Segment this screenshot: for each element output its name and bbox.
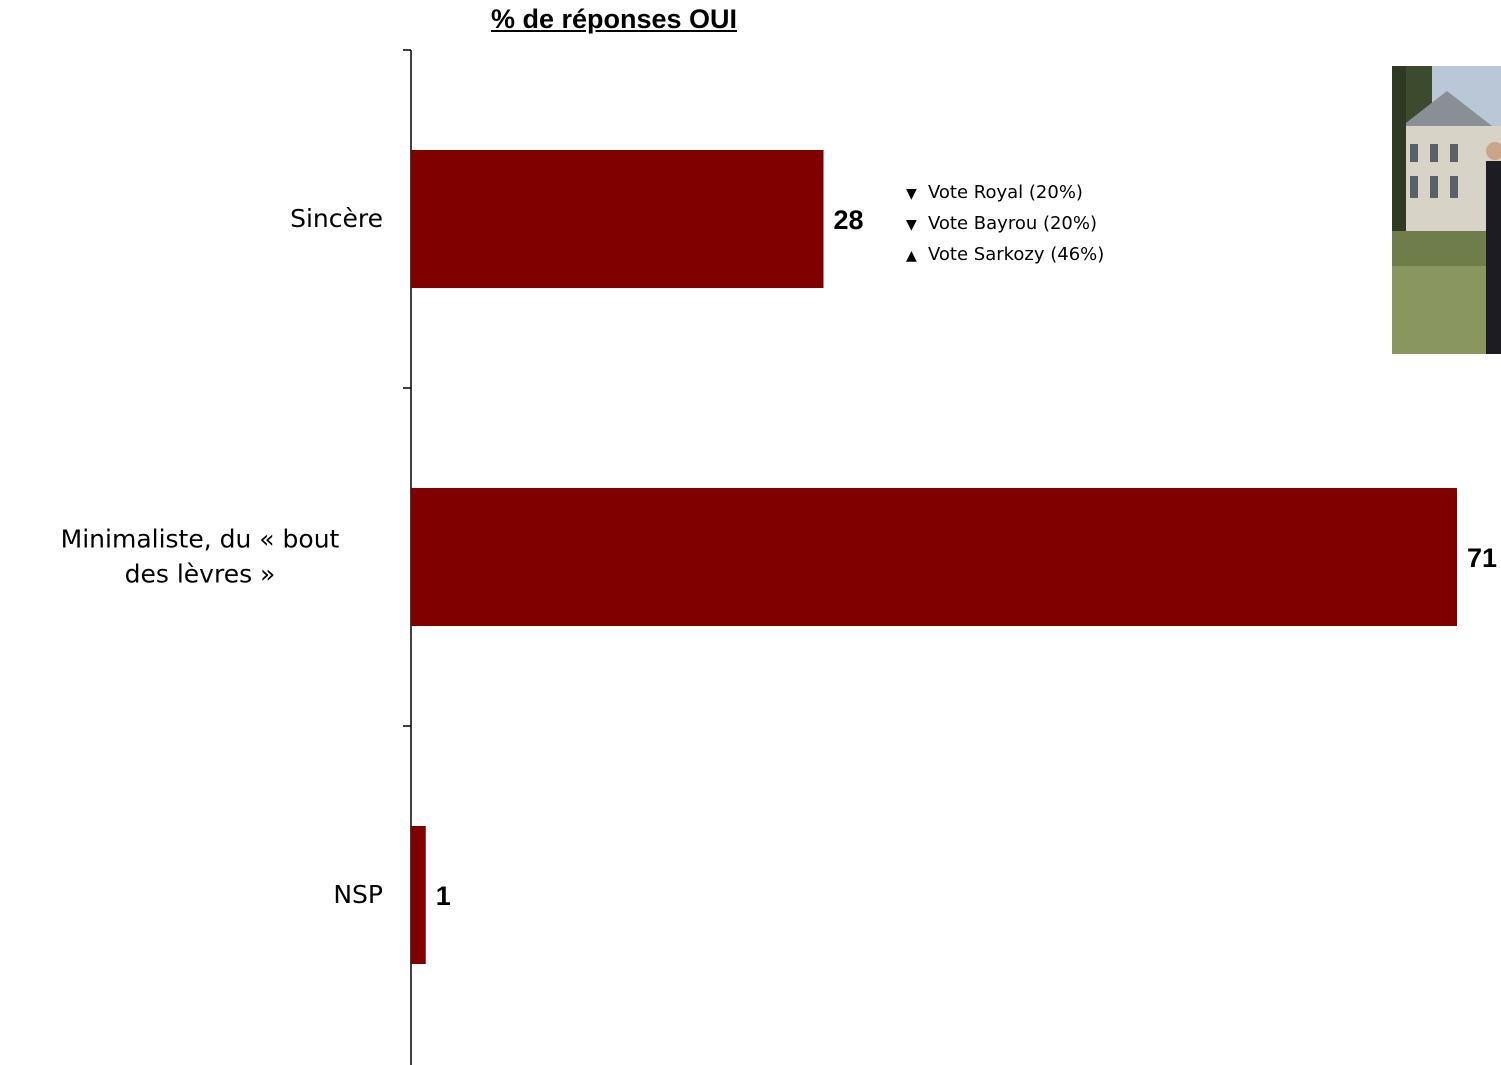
- triangle-down-icon: ▼: [906, 186, 917, 202]
- annotation-item: ▲ Vote Sarkozy (46%): [906, 240, 1104, 271]
- bar-value-label: 28: [834, 205, 864, 235]
- category-label: NSP: [333, 880, 383, 909]
- labels-layer: 28 Sincère 71 Minimaliste, du « bout des lèv…: [61, 204, 1497, 911]
- vote-breakdown-annotation: ▼ Vote Royal (20%) ▼ Vote Bayrou (20%) ▲ Vo…: [906, 178, 1104, 271]
- annotation-item: ▼ Vote Royal (20%): [906, 178, 1104, 209]
- annotation-item: ▼ Vote Bayrou (20%): [906, 209, 1104, 240]
- category-label-line: NSP: [333, 880, 383, 909]
- bar: [411, 150, 824, 288]
- annotation-item-text: Vote Royal (20%): [928, 182, 1083, 203]
- triangle-down-icon: ▼: [906, 217, 917, 233]
- category-label: Minimaliste, du « bout des lèvres »: [61, 525, 340, 589]
- bar: [411, 826, 426, 964]
- bar-value-label: 1: [436, 881, 451, 911]
- annotation-item-text: Vote Bayrou (20%): [928, 213, 1098, 234]
- bar-value-label: 71: [1467, 543, 1497, 573]
- category-label: Sincère: [290, 204, 383, 233]
- chart-title: % de réponses OUI: [490, 4, 738, 34]
- bar: [411, 488, 1457, 626]
- triangle-up-icon: ▲: [906, 248, 917, 264]
- bars-layer: [411, 150, 1457, 964]
- annotation-item-text: Vote Sarkozy (46%): [928, 244, 1105, 265]
- axis-layer: [403, 49, 412, 1065]
- elysee-palace-photo: [1392, 66, 1501, 354]
- category-label-line: Sincère: [290, 204, 383, 233]
- category-label-line: Minimaliste, du « bout: [61, 525, 340, 554]
- category-label-line: des lèvres »: [125, 560, 276, 589]
